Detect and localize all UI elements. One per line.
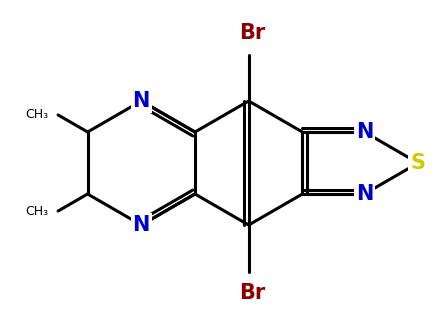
Text: N: N <box>356 122 373 142</box>
Text: Br: Br <box>239 283 265 303</box>
Text: N: N <box>133 91 150 111</box>
Text: CH₃: CH₃ <box>25 109 48 121</box>
Text: CH₃: CH₃ <box>25 205 48 217</box>
Text: S: S <box>411 153 426 173</box>
Text: N: N <box>133 215 150 235</box>
Text: N: N <box>356 184 373 204</box>
Text: Br: Br <box>239 23 265 43</box>
